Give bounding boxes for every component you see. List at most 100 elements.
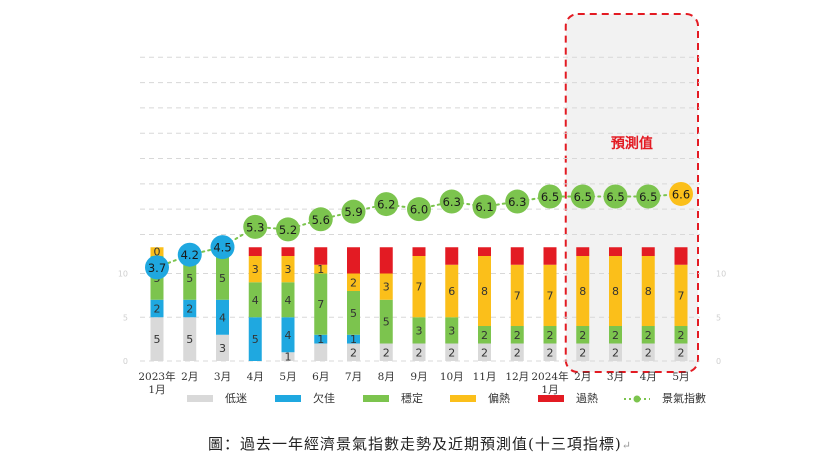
bar-segment — [281, 247, 295, 256]
bar-data-label: 5 — [186, 333, 193, 346]
legend-line-marker — [633, 395, 641, 403]
index-data-label: 6.3 — [443, 195, 461, 209]
index-data-label: 6.2 — [377, 198, 395, 212]
bar-data-label: 2 — [678, 346, 685, 359]
x-tick-label: 10月 — [440, 371, 464, 383]
legend-swatch — [538, 395, 564, 402]
bar-data-label: 2 — [481, 329, 488, 342]
bar-data-label: 2 — [350, 276, 357, 289]
bar-data-label: 3 — [252, 263, 259, 276]
figure-caption: 圖：過去一年經濟景氣指數走勢及近期預測值(十三項指標)↵ — [208, 435, 632, 453]
bar-segment — [510, 343, 524, 361]
index-point — [210, 235, 235, 260]
bar-segment — [281, 317, 295, 353]
index-point — [145, 255, 169, 280]
bar-segment — [216, 334, 229, 361]
bar-segment — [445, 264, 459, 318]
legend-swatch — [187, 395, 213, 402]
bar-segment — [478, 247, 491, 256]
bar-axis-tick-right: 10 — [716, 270, 726, 279]
bar-segment — [216, 299, 229, 335]
bar-segment — [510, 247, 524, 265]
bar-segment — [379, 343, 393, 361]
bar-segment — [379, 247, 393, 274]
legend-label: 穩定 — [401, 391, 423, 405]
bar-segment — [150, 317, 164, 361]
index-point — [538, 184, 562, 209]
bar-segment — [248, 247, 262, 256]
x-tick-label: 2月 — [574, 371, 591, 383]
bar-segment — [183, 317, 197, 361]
bar-data-label: 8 — [645, 285, 652, 298]
bar-segment — [150, 299, 164, 318]
index-point — [636, 184, 661, 209]
bar-segment — [543, 326, 557, 344]
index-data-label: 4.5 — [213, 241, 231, 255]
bar-data-label: 2 — [612, 329, 619, 342]
bar-data-label: 7 — [514, 289, 521, 302]
legend-label: 偏熱 — [488, 391, 510, 405]
bar-segment — [445, 247, 459, 265]
bar-data-label: 6 — [448, 285, 455, 298]
bar-segment — [412, 256, 426, 318]
x-tick-label: 5月 — [672, 371, 689, 383]
index-data-label: 6.5 — [639, 190, 657, 204]
bar-data-label: 4 — [285, 329, 292, 342]
bar-segment — [347, 343, 360, 361]
bar-segment — [543, 247, 557, 265]
bar-data-label: 5 — [252, 333, 259, 346]
x-tick-label: 1月 — [148, 384, 165, 396]
bar-segment — [248, 317, 262, 361]
bar-segment — [641, 256, 655, 326]
x-tick-label: 5月 — [279, 371, 296, 383]
x-tick-label: 3月 — [214, 371, 231, 383]
bar-data-label: 2 — [350, 346, 357, 359]
index-data-label: 6.6 — [672, 187, 690, 201]
bar-data-label: 2 — [514, 346, 521, 359]
x-tick-label: 7月 — [345, 371, 362, 383]
bar-data-label: 2 — [645, 329, 652, 342]
bar-axis-tick: 0 — [123, 357, 128, 366]
bar-data-label: 2 — [547, 329, 554, 342]
forecast-label: 預測值 — [611, 135, 653, 152]
bar-data-label: 5 — [154, 333, 161, 346]
x-tick-label: 2023年 — [138, 370, 175, 383]
bar-segment — [314, 264, 328, 274]
bar-segment — [347, 273, 360, 291]
index-point — [472, 194, 497, 219]
bar-segment — [314, 343, 328, 361]
bar-axis-tick: 10 — [118, 270, 128, 279]
bar-segment — [609, 256, 622, 326]
index-data-label: 3.7 — [148, 261, 166, 275]
index-data-label: 6.3 — [508, 195, 526, 209]
bar-segment — [412, 343, 426, 361]
index-point — [439, 189, 464, 214]
x-tick-label: 2024年 — [531, 370, 568, 383]
bar-data-label: 7 — [416, 281, 423, 294]
bar-segment — [674, 326, 688, 344]
index-point — [308, 207, 333, 232]
bar-segment — [281, 282, 295, 318]
bar-segment — [641, 326, 655, 344]
index-data-label: 5.2 — [279, 223, 297, 237]
legend-label: 過熱 — [576, 392, 598, 405]
bar-data-label: 1 — [350, 333, 357, 346]
index-point — [276, 217, 300, 242]
bar-segment — [248, 256, 262, 283]
index-data-label: 4.2 — [181, 248, 199, 262]
bar-segment — [478, 326, 491, 344]
bar-segment — [183, 256, 197, 300]
bar-data-label: 5 — [186, 272, 193, 285]
bar-data-label: 4 — [219, 311, 226, 324]
bar-segment — [478, 256, 491, 326]
bar-data-label: 5 — [383, 316, 390, 329]
bar-data-label: 2 — [579, 346, 586, 359]
bar-segment — [674, 343, 688, 361]
bar-segment — [576, 326, 590, 344]
index-data-label: 6.5 — [574, 190, 592, 204]
bar-segment — [609, 326, 622, 344]
index-point — [505, 189, 530, 214]
bar-data-label: 0 — [154, 246, 161, 259]
legend-label: 低迷 — [225, 392, 247, 405]
bar-segment — [248, 282, 262, 318]
